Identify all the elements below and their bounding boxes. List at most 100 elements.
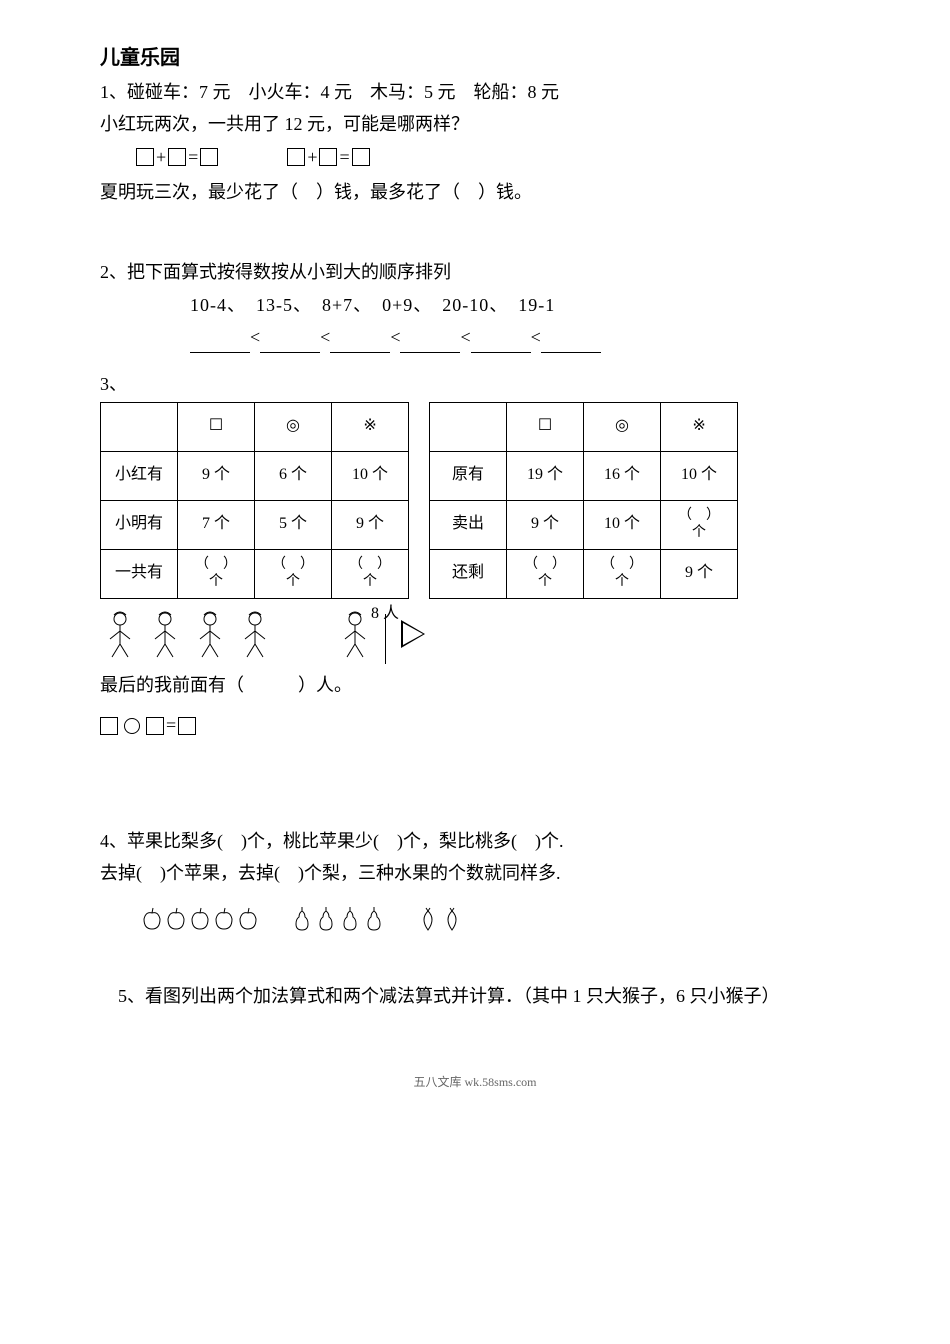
table-cell: 小红有 (101, 451, 178, 500)
apple-group (140, 905, 260, 933)
apple-icon (140, 905, 164, 933)
box-icon (200, 148, 218, 166)
table-cell: 9 个 (332, 500, 409, 549)
arrow-container: 8 人 (396, 620, 425, 658)
person-icon (100, 609, 140, 669)
blank-line (471, 352, 531, 353)
table-cell: 原有 (430, 451, 507, 500)
question-3: 3、 ☐ ◎ ※ 小红有 9 个 6 个 10 个 小明有 7 个 5 个 9 … (100, 368, 850, 745)
table-cell: 9 个 (507, 500, 584, 549)
person-icon (235, 609, 275, 669)
table-cell: （ ）个 (584, 549, 661, 598)
q4-line2: 去掉( )个苹果，去掉( )个梨，三种水果的个数就同样多. (100, 857, 850, 889)
box-icon (100, 717, 118, 735)
q5-text: 5、看图列出两个加法算式和两个减法算式并计算．（其中 1 只大猴子，6 只小猴子… (100, 980, 850, 1012)
box-icon (178, 717, 196, 735)
box-icon (146, 717, 164, 735)
equation-2: += (287, 141, 369, 173)
pear-icon (314, 905, 338, 933)
apple-icon (212, 905, 236, 933)
table-right: ☐ ◎ ※ 原有 19 个 16 个 10 个 卖出 9 个 10 个 （ ）个… (429, 402, 738, 599)
table-row: ☐ ◎ ※ (430, 402, 738, 451)
table-cell: 7 个 (178, 500, 255, 549)
question-5: 5、看图列出两个加法算式和两个减法算式并计算．（其中 1 只大猴子，6 只小猴子… (100, 980, 850, 1012)
q2-expressions: 10-4、 13-5、 8+7、 0+9、 20-10、 19-1 (100, 289, 850, 321)
blank-line (400, 352, 460, 353)
box-icon (168, 148, 186, 166)
circle-icon (124, 718, 140, 734)
box-icon (352, 148, 370, 166)
table-cell: 10 个 (584, 500, 661, 549)
table-row: ☐ ◎ ※ (101, 402, 409, 451)
person-icon (145, 609, 185, 669)
apple-icon (164, 905, 188, 933)
table-cell: （ ）个 (507, 549, 584, 598)
table-cell: 10 个 (332, 451, 409, 500)
apple-icon (236, 905, 260, 933)
q3-label: 3、 (100, 368, 850, 400)
table-cell: 9 个 (661, 549, 738, 598)
table-cell: 6 个 (255, 451, 332, 500)
table-cell: （ ）个 (661, 500, 738, 549)
person-icon (335, 609, 375, 669)
person-icon (190, 609, 230, 669)
table-cell: 还剩 (430, 549, 507, 598)
tables-row: ☐ ◎ ※ 小红有 9 个 6 个 10 个 小明有 7 个 5 个 9 个 一… (100, 402, 850, 599)
blank-line (330, 352, 390, 353)
q3-line-question: 最后的我前面有（ ）人。 (100, 669, 850, 701)
pear-icon (362, 905, 386, 933)
q1-line1: 1、碰碰车：7 元 小火车：4 元 木马：5 元 轮船：8 元 (100, 76, 850, 108)
peach-icon (440, 905, 464, 933)
fruit-row (140, 905, 850, 933)
blank-line (260, 352, 320, 353)
pear-icon (338, 905, 362, 933)
table-cell: 16 个 (584, 451, 661, 500)
table-cell: 5 个 (255, 500, 332, 549)
equation-1: += (136, 141, 218, 173)
peach-group (416, 905, 464, 933)
table-cell (430, 402, 507, 451)
table-cell: ※ (661, 402, 738, 451)
q4-line1: 4、苹果比梨多( )个，桃比苹果少( )个，梨比桃多( )个. (100, 825, 850, 857)
table-cell: ◎ (255, 402, 332, 451)
table-cell: （ ）个 (332, 549, 409, 598)
table-cell: 9 个 (178, 451, 255, 500)
table-cell: 19 个 (507, 451, 584, 500)
table-cell: 一共有 (101, 549, 178, 598)
arrow-icon (401, 620, 425, 648)
page-title: 儿童乐园 (100, 40, 850, 76)
table-cell: ☐ (507, 402, 584, 451)
question-1: 1、碰碰车：7 元 小火车：4 元 木马：5 元 轮船：8 元 小红玩两次，一共… (100, 76, 850, 209)
table-row: 小红有 9 个 6 个 10 个 (101, 451, 409, 500)
box-icon (136, 148, 154, 166)
arrow-label: 8 人 (371, 600, 399, 629)
table-row: 卖出 9 个 10 个 （ ）个 (430, 500, 738, 549)
table-left: ☐ ◎ ※ 小红有 9 个 6 个 10 个 小明有 7 个 5 个 9 个 一… (100, 402, 409, 599)
box-icon (319, 148, 337, 166)
table-row: 还剩 （ ）个 （ ）个 9 个 (430, 549, 738, 598)
pear-icon (290, 905, 314, 933)
table-cell: （ ）个 (178, 549, 255, 598)
q1-line2: 小红玩两次，一共用了 12 元，可能是哪两样？ (100, 108, 850, 140)
table-cell: 10 个 (661, 451, 738, 500)
table-row: 一共有 （ ）个 （ ）个 （ ）个 (101, 549, 409, 598)
table-row: 小明有 7 个 5 个 9 个 (101, 500, 409, 549)
peach-icon (416, 905, 440, 933)
q3-equation: = (100, 709, 850, 745)
footer: 五八文库 wk.58sms.com (100, 1072, 850, 1094)
q2-blanks: <<<<< (100, 321, 850, 353)
pear-group (290, 905, 386, 933)
blank-line (190, 352, 250, 353)
table-cell: ◎ (584, 402, 661, 451)
table-cell: 卖出 (430, 500, 507, 549)
question-2: 2、把下面算式按得数按从小到大的顺序排列 10-4、 13-5、 8+7、 0+… (100, 256, 850, 353)
table-cell: （ ）个 (255, 549, 332, 598)
apple-icon (188, 905, 212, 933)
table-cell: 小明有 (101, 500, 178, 549)
table-cell (101, 402, 178, 451)
people-figure: 8 人 (100, 609, 850, 669)
table-row: 原有 19 个 16 个 10 个 (430, 451, 738, 500)
blank-line (541, 352, 601, 353)
q1-equations: += += (100, 141, 850, 177)
q1-line3: 夏明玩三次，最少花了（ ）钱，最多花了（ ）钱。 (100, 176, 850, 208)
